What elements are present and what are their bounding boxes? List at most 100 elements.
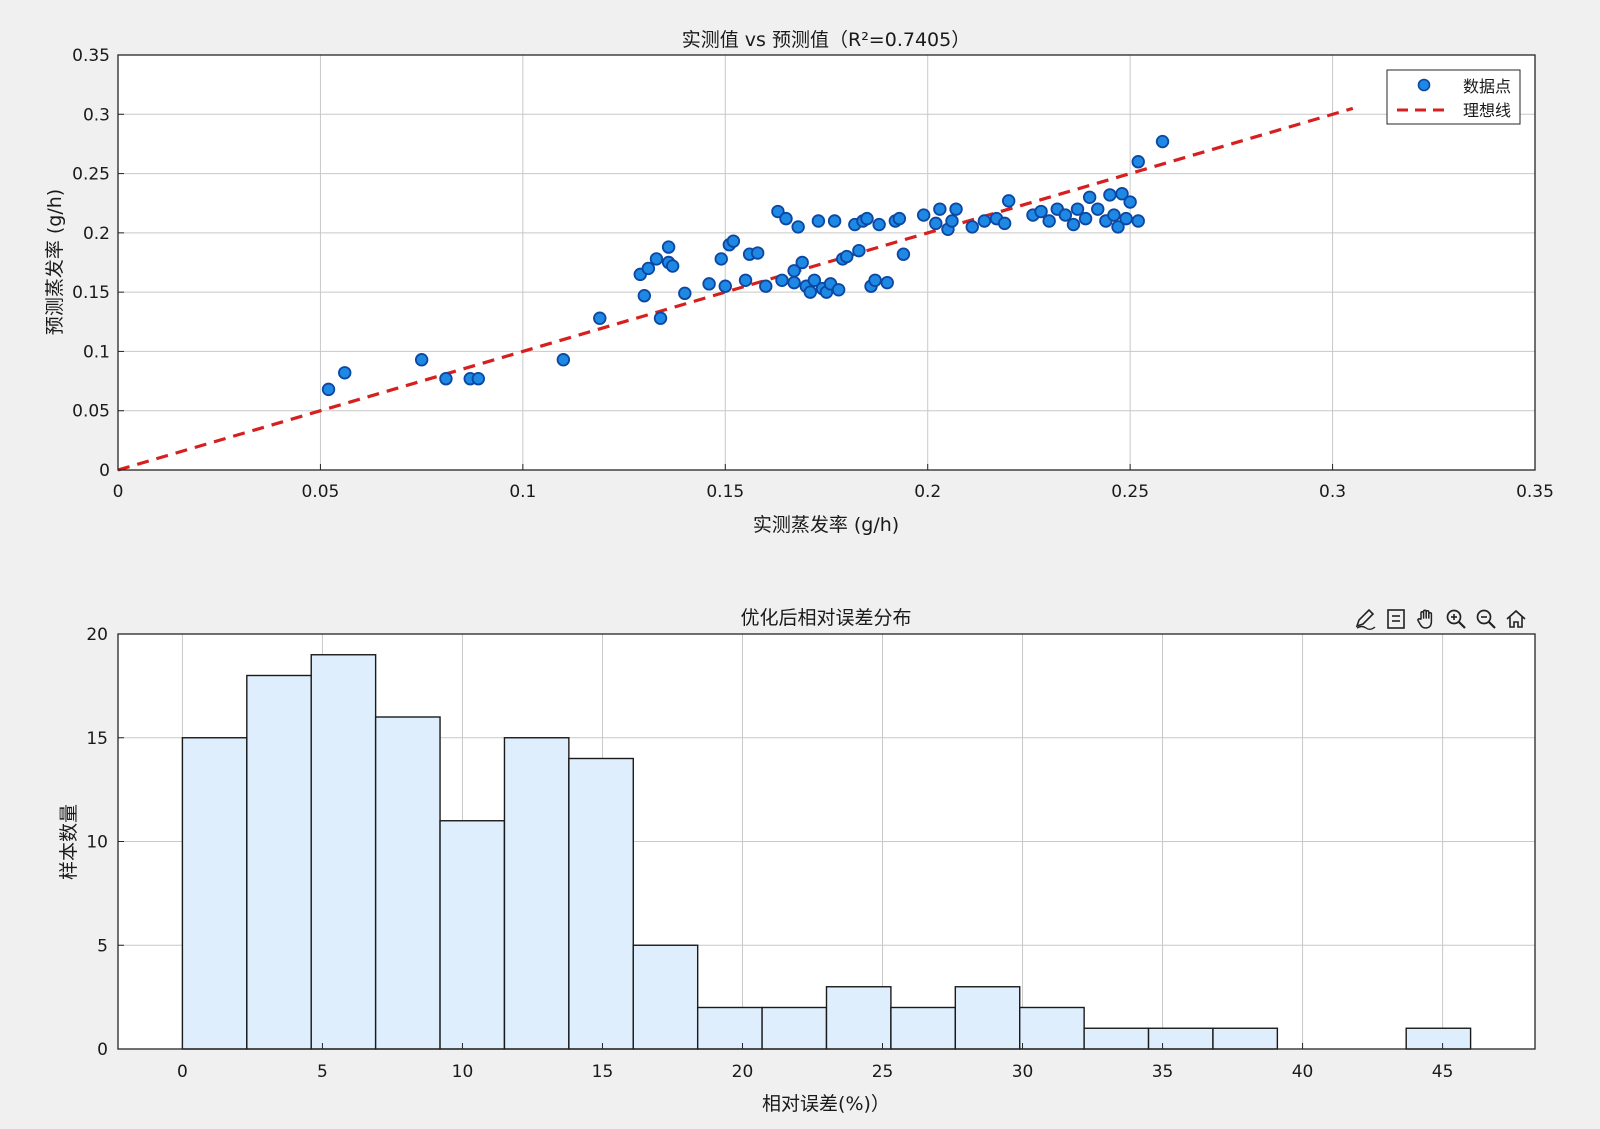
data-point	[1119, 211, 1133, 226]
zoom-in-button[interactable]	[1442, 606, 1469, 633]
scatter-y-tick-label: 0.35	[72, 46, 110, 66]
data-point	[1107, 208, 1121, 222]
scatter-axes[interactable]: 0 0.05 0.1 0.15 0.2 0.25 0.3 0.35 0 0.05 0.1 0.15 0.…	[44, 29, 1554, 536]
data-point	[637, 289, 652, 303]
brush-button[interactable]	[1352, 606, 1379, 633]
data-point	[1078, 211, 1093, 226]
data-point	[880, 275, 894, 290]
histogram-x-tick-label: 40	[1292, 1062, 1314, 1082]
pan-button[interactable]	[1412, 606, 1439, 633]
home-button[interactable]	[1502, 606, 1529, 633]
data-point	[1066, 217, 1081, 232]
data-point	[1115, 187, 1129, 201]
zoom-out-icon	[1476, 609, 1496, 629]
data-point	[702, 277, 716, 291]
histogram-x-tick-label: 45	[1432, 1062, 1454, 1082]
histogram-x-tick-label: 20	[732, 1062, 754, 1082]
datatip-button[interactable]	[1382, 606, 1409, 633]
data-point	[678, 286, 692, 301]
histogram-x-tick-label: 10	[452, 1062, 474, 1082]
histogram-bar	[696, 1006, 763, 1050]
histogram-bars	[181, 654, 1472, 1050]
histogram-bar	[1147, 1027, 1214, 1050]
histogram-bar	[1083, 1027, 1150, 1050]
data-point	[916, 208, 931, 222]
scatter-legend[interactable]: 数据点 理想线	[1386, 69, 1521, 125]
data-point	[807, 273, 822, 287]
scatter-title: 实测值 vs 预测值（R²=0.7405）	[682, 29, 970, 51]
data-point	[649, 252, 664, 266]
data-point	[945, 214, 959, 228]
histogram-x-tick-label: 5	[317, 1062, 328, 1082]
data-point	[1131, 155, 1145, 169]
scatter-x-tick-label: 0.2	[914, 482, 941, 502]
histogram-x-tick-label: 0	[177, 1062, 188, 1082]
home-icon	[1505, 609, 1526, 628]
axes-toolbar	[1352, 604, 1529, 634]
scatter-x-tick-label: 0.3	[1319, 482, 1346, 502]
histogram-bar	[568, 757, 634, 1050]
scatter-xlabel: 实测蒸发率 (g/h)	[753, 514, 899, 536]
histogram-axes[interactable]: 0 5 10 15 20 25 30 35 40 45 0 5 10 15 20 优化后相对误差分布 相对误…	[58, 607, 1536, 1115]
scatter-axes-box	[117, 54, 1536, 471]
scatter-x-tick-label: 0.15	[706, 482, 744, 502]
histogram-bar	[954, 986, 1021, 1050]
histogram-bar	[374, 716, 441, 1050]
histogram-xlabel: 相对误差(%)）	[762, 1093, 890, 1115]
histogram-y-tick-label: 0	[97, 1040, 108, 1060]
data-point	[1103, 188, 1117, 202]
histogram-x-tick-label: 30	[1012, 1062, 1034, 1082]
data-point	[791, 220, 805, 234]
brush-icon	[1355, 608, 1375, 630]
zoom-out-button[interactable]	[1472, 606, 1499, 633]
histogram-bar	[1212, 1027, 1279, 1050]
histogram-bar	[1405, 1027, 1472, 1050]
scatter-x-tick-label: 0.1	[509, 482, 536, 502]
histogram-bar	[825, 986, 892, 1050]
data-point	[787, 275, 801, 290]
data-point	[750, 246, 765, 260]
scatter-y-tick-label: 0.05	[72, 402, 110, 422]
data-point	[1058, 208, 1073, 222]
data-point	[726, 234, 741, 248]
zoom-in-icon	[1446, 609, 1466, 629]
scatter-x-tick-label: 0	[113, 482, 124, 502]
legend-box	[1386, 69, 1521, 125]
histogram-bar	[1019, 1006, 1085, 1050]
data-point	[718, 279, 732, 293]
data-point	[714, 252, 728, 266]
data-point	[641, 261, 656, 276]
data-point	[803, 285, 818, 299]
data-point	[593, 311, 607, 325]
data-point	[860, 211, 874, 226]
scatter-y-tick-label: 0.1	[83, 342, 110, 362]
legend-label-data-points: 数据点	[1463, 77, 1511, 96]
histogram-ticks: 0 5 10 15 20 25 30 35 40 45 0 5 10 15 20	[86, 625, 1453, 1082]
histogram-bar	[246, 674, 312, 1050]
pan-hand-icon	[1416, 609, 1432, 629]
scatter-y-tick-label: 0.25	[72, 165, 110, 185]
data-point	[779, 211, 793, 226]
data-point	[896, 247, 911, 261]
data-point	[661, 240, 676, 254]
histogram-y-tick-label: 15	[86, 729, 108, 749]
data-point	[439, 372, 453, 386]
data-point	[1070, 202, 1085, 216]
data-point	[556, 353, 571, 367]
histogram-bar	[310, 654, 377, 1050]
histogram-y-tick-label: 20	[86, 625, 108, 645]
data-point	[868, 273, 882, 287]
data-point	[1042, 214, 1056, 228]
data-point	[1091, 202, 1105, 216]
data-point	[738, 273, 753, 287]
data-point	[965, 220, 979, 234]
scatter-y-tick-label: 0.3	[83, 105, 110, 125]
scatter-ylabel: 预测蒸发率 (g/h)	[44, 189, 66, 335]
data-point	[471, 372, 486, 386]
histogram-title: 优化后相对误差分布	[740, 607, 911, 629]
data-point	[892, 211, 907, 226]
legend-label-ideal-line: 理想线	[1463, 101, 1511, 120]
histogram-bar	[439, 820, 506, 1050]
scatter-y-tick-label: 0.15	[72, 283, 110, 303]
ideal-line	[117, 106, 1354, 472]
